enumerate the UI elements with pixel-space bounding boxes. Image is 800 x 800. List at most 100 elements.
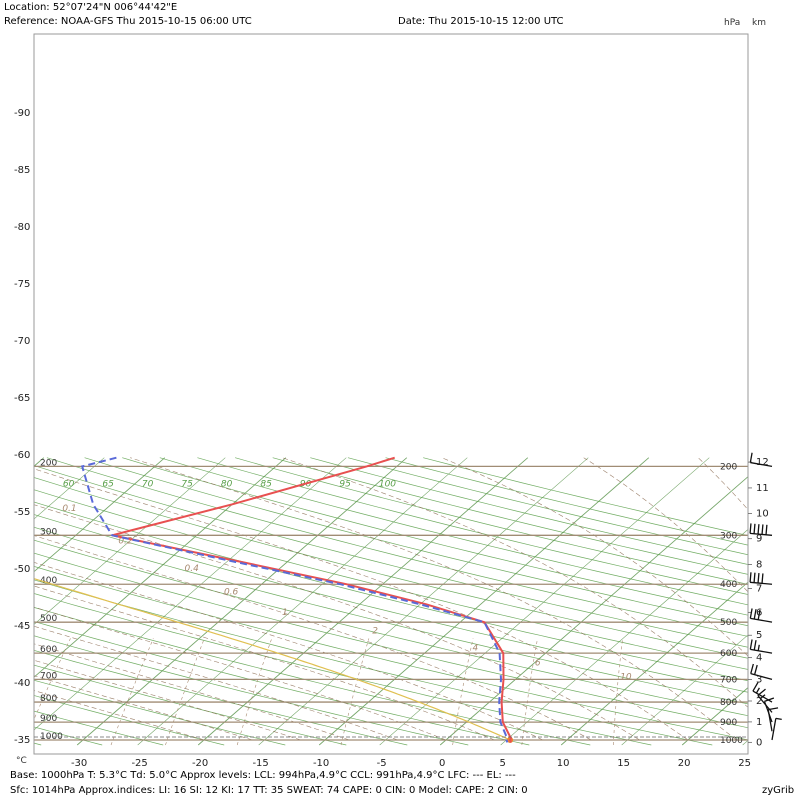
dry-adiabat-label: 100 bbox=[379, 479, 396, 489]
moist-adiabat-line bbox=[130, 457, 737, 741]
reference-label: Reference: NOAA-GFS Thu 2015-10-15 06:00… bbox=[4, 16, 252, 27]
temperature-line bbox=[111, 456, 513, 743]
wind-barb-feather bbox=[757, 609, 761, 620]
x-tick-label: -25 bbox=[131, 758, 147, 769]
dry-adiabat-line bbox=[159, 457, 748, 606]
isotherm-line bbox=[197, 457, 529, 746]
wind-barb-feather bbox=[764, 697, 775, 703]
wind-barb-staff bbox=[767, 709, 773, 732]
km-tick-label: 1 bbox=[756, 717, 762, 728]
wind-barb-feather bbox=[768, 707, 779, 711]
km-tick-label: 9 bbox=[756, 534, 762, 545]
dry-adiabat-label: 70 bbox=[142, 479, 154, 489]
isotherm-line bbox=[500, 529, 748, 746]
location-label: Location: 52°07'24"N 006°44'42"E bbox=[4, 2, 178, 13]
dry-adiabat-line bbox=[34, 539, 748, 717]
left-tick-label: -40 bbox=[14, 678, 30, 689]
wind-barb-half-feather bbox=[760, 694, 766, 700]
km-tick-label: 7 bbox=[756, 583, 762, 594]
mixing-ratio-label: 0.6 bbox=[224, 588, 239, 598]
dry-adiabat-line bbox=[34, 635, 469, 746]
mixing-ratio-line bbox=[521, 638, 538, 746]
mixing-ratio-line bbox=[110, 638, 154, 746]
mixing-ratio-label: 0.4 bbox=[185, 564, 200, 574]
left-tick-label: -65 bbox=[14, 393, 30, 404]
wind-barb-feather bbox=[757, 572, 760, 584]
isotherm-line bbox=[34, 457, 105, 520]
km-tick-label: 8 bbox=[756, 559, 762, 570]
isotherm-line bbox=[76, 457, 408, 746]
wind-barb-feather bbox=[757, 688, 766, 697]
mixing-ratio-line bbox=[340, 638, 370, 746]
moist-adiabat-line bbox=[34, 675, 253, 741]
dry-adiabat-line bbox=[122, 457, 748, 616]
parcel-line bbox=[34, 577, 511, 741]
wind-barbs bbox=[749, 452, 782, 741]
pressure-label-left: 1000 bbox=[40, 732, 63, 742]
wind-barb-feather bbox=[749, 523, 752, 534]
wind-barb-feather bbox=[750, 663, 754, 674]
dry-adiabat-line bbox=[34, 465, 748, 648]
dry-adiabat-line bbox=[34, 621, 530, 746]
moist-adiabat-line bbox=[34, 585, 495, 741]
mixing-ratio-line bbox=[613, 638, 623, 746]
wind-barb-feather bbox=[753, 664, 758, 675]
dry-adiabat-label: 65 bbox=[102, 479, 114, 489]
km-tick-label: 3 bbox=[756, 675, 762, 686]
pressure-label-right: 400 bbox=[720, 580, 737, 590]
moist-adiabat-line bbox=[282, 457, 748, 708]
dry-adiabat-line bbox=[197, 457, 748, 595]
isotherm-line bbox=[439, 476, 748, 746]
x-tick-label: -10 bbox=[313, 758, 329, 769]
km-tick-label: 10 bbox=[756, 509, 769, 520]
km-tick-label: 11 bbox=[756, 483, 769, 494]
left-tick-label: -45 bbox=[14, 621, 30, 632]
wind-barb-staff bbox=[750, 581, 773, 585]
dry-adiabat-line bbox=[34, 526, 748, 705]
dry-adiabat-line bbox=[34, 649, 408, 746]
plot-frame bbox=[33, 33, 749, 755]
dry-adiabat-line bbox=[34, 664, 347, 746]
wind-barb-feather bbox=[761, 524, 764, 535]
dry-adiabat-line bbox=[34, 489, 748, 670]
dry-adiabat-line bbox=[34, 710, 164, 746]
axes: -30 -25 -20 -15 -10 -5 0 5 10 15 20 25-90-85-80-75-… bbox=[14, 108, 769, 769]
celsius-unit-label: °C bbox=[16, 756, 27, 766]
dry-adiabat-label: 55 bbox=[23, 479, 35, 489]
km-tick-label: 12 bbox=[756, 457, 769, 468]
isotherm-line bbox=[621, 634, 748, 746]
dry-adiabat-line bbox=[84, 457, 748, 627]
x-tick-label: -20 bbox=[192, 758, 208, 769]
pressure-label-left: 200 bbox=[40, 458, 57, 468]
dry-adiabat-line bbox=[34, 566, 748, 741]
left-tick-label: -35 bbox=[14, 735, 30, 746]
moist-adiabat-lines bbox=[34, 457, 748, 741]
x-tick-label: -15 bbox=[252, 758, 268, 769]
wind-barb-feather bbox=[757, 524, 760, 535]
left-tick-label: -90 bbox=[14, 108, 30, 119]
sounding-profiles bbox=[80, 456, 513, 743]
wind-barb-feather bbox=[753, 640, 757, 651]
dry-adiabat-line bbox=[272, 457, 748, 575]
wind-barb-feather bbox=[761, 573, 764, 584]
wind-barb-staff bbox=[750, 532, 773, 536]
x-tick-label: -5 bbox=[377, 758, 387, 769]
moist-adiabat-line bbox=[441, 457, 748, 657]
pressure-label-left: 900 bbox=[40, 714, 57, 724]
pressure-label-right: 200 bbox=[720, 462, 737, 472]
moist-adiabat-line bbox=[34, 659, 301, 741]
wind-barb-feather bbox=[753, 523, 756, 534]
wind-barb-feather bbox=[765, 524, 768, 535]
mixing-ratio-line bbox=[34, 638, 71, 721]
moist-adiabat-line bbox=[34, 504, 640, 741]
mixing-ratio-line bbox=[236, 638, 273, 746]
isotherm-line bbox=[681, 687, 748, 746]
pressure-label-right: 900 bbox=[720, 718, 737, 728]
wind-barb-feather bbox=[753, 572, 756, 583]
dry-adiabat-line bbox=[34, 607, 591, 746]
wind-barb-feather bbox=[753, 609, 757, 620]
x-tick-label: 0 bbox=[439, 758, 445, 769]
mixing-ratio-label: 4 bbox=[472, 643, 478, 653]
x-tick-label: 5 bbox=[499, 758, 505, 769]
date-label: Date: Thu 2015-10-15 12:00 UTC bbox=[398, 16, 564, 27]
